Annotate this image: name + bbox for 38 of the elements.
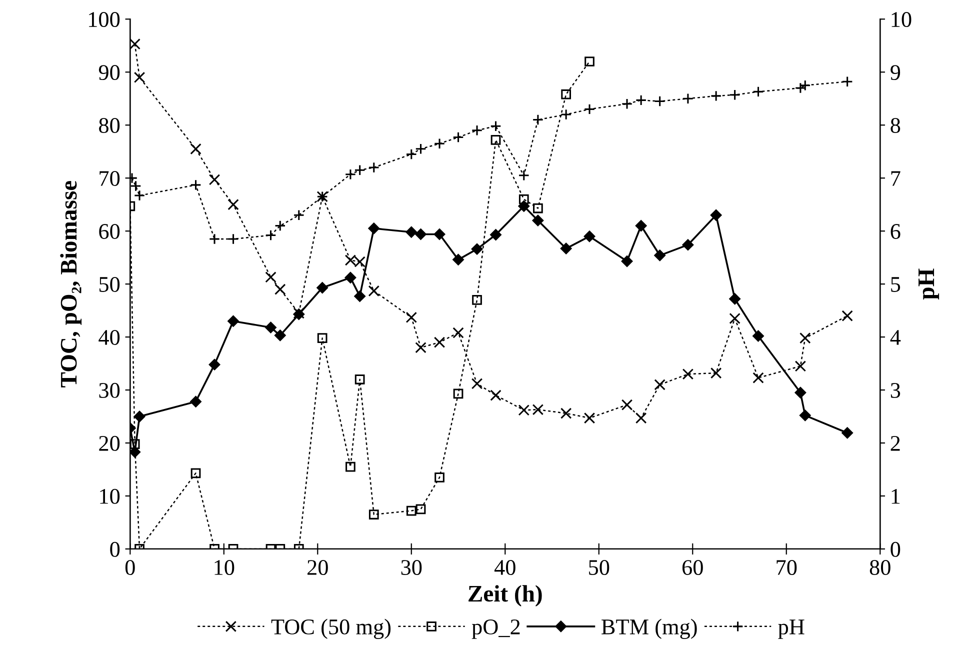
y-tick-label: 0 bbox=[110, 542, 120, 557]
x-tick-label: 30 bbox=[401, 560, 422, 576]
y-tick-label: 50 bbox=[99, 276, 120, 292]
y2-axis-title: pH bbox=[918, 268, 940, 300]
y-tick-label: 30 bbox=[99, 382, 120, 398]
x-tick-label: 70 bbox=[776, 560, 797, 576]
y2-tick-label: 2 bbox=[890, 436, 900, 451]
x-tick-label: 80 bbox=[870, 560, 890, 576]
y-tick-label: 100 bbox=[89, 12, 120, 28]
x-tick-label: 20 bbox=[308, 560, 328, 576]
x-tick-label: 40 bbox=[494, 560, 516, 576]
y2-tick-label: 9 bbox=[890, 65, 900, 80]
y2-tick-label: 3 bbox=[890, 382, 900, 398]
y2-tick-label: 1 bbox=[892, 489, 900, 504]
legend-label: TOC (50 mg) bbox=[271, 618, 391, 639]
x-tick-label: 60 bbox=[682, 560, 703, 576]
y-tick-label: 80 bbox=[99, 118, 120, 134]
y-tick-label: 10 bbox=[100, 488, 120, 504]
y-tick-label: 90 bbox=[98, 65, 120, 80]
legend-label: pO_2 bbox=[472, 619, 520, 639]
x-tick-label: 10 bbox=[214, 560, 234, 576]
legend-label: pH bbox=[778, 620, 804, 639]
y2-tick-label: 8 bbox=[890, 118, 900, 134]
y2-tick-label: 7 bbox=[891, 171, 900, 186]
x-tick-label: 0 bbox=[125, 560, 135, 576]
y2-tick-label: 5 bbox=[891, 277, 900, 292]
y-tick-label: 40 bbox=[98, 330, 120, 345]
y2-tick-label: 0 bbox=[890, 542, 900, 557]
y-axis-title: TOC, pO₂, Biomasse bbox=[60, 180, 82, 388]
y2-tick-label: 4 bbox=[890, 330, 901, 345]
y-tick-label: 70 bbox=[100, 170, 120, 186]
x-axis-title: Zeit (h) bbox=[468, 585, 542, 606]
y-tick-label: 20 bbox=[99, 436, 120, 451]
y-tick-label: 60 bbox=[99, 224, 120, 239]
y2-tick-label: 10 bbox=[892, 12, 912, 28]
legend-label: BTM (mg) bbox=[602, 618, 697, 639]
y2-tick-label: 6 bbox=[890, 224, 900, 239]
x-tick-label: 50 bbox=[589, 560, 610, 576]
